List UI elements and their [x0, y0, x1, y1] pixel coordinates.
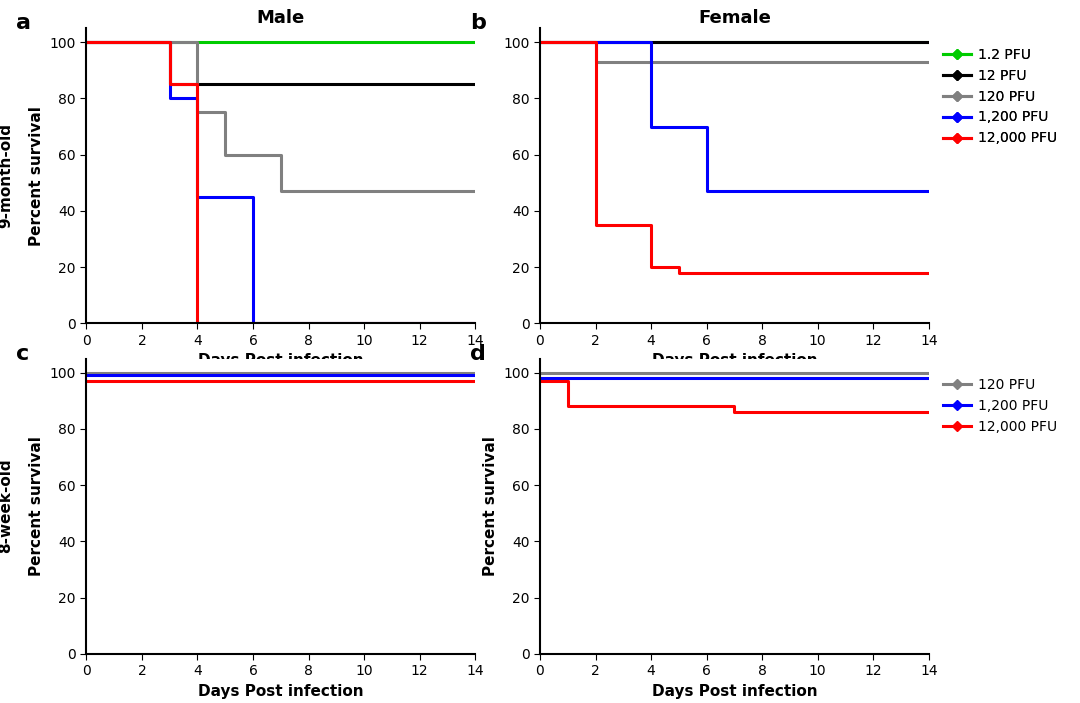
Text: d: d — [470, 344, 486, 363]
Title: Male: Male — [257, 8, 305, 27]
X-axis label: Days Post infection: Days Post infection — [198, 684, 364, 699]
X-axis label: Days Post infection: Days Post infection — [651, 354, 818, 368]
Y-axis label: Percent survival: Percent survival — [29, 437, 44, 576]
Legend: 1.2 PFU, 12 PFU, 120 PFU, 1,200 PFU, 12,000 PFU: 1.2 PFU, 12 PFU, 120 PFU, 1,200 PFU, 12,… — [937, 42, 1063, 151]
Text: 9-month-old: 9-month-old — [0, 123, 13, 228]
X-axis label: Days Post infection: Days Post infection — [651, 684, 818, 699]
Legend: 120 PFU, 1,200 PFU, 12,000 PFU: 120 PFU, 1,200 PFU, 12,000 PFU — [937, 373, 1063, 439]
Y-axis label: Percent survival: Percent survival — [29, 106, 44, 245]
Title: Female: Female — [698, 8, 771, 27]
X-axis label: Days Post infection: Days Post infection — [198, 354, 364, 368]
Text: c: c — [16, 344, 29, 363]
Text: b: b — [470, 13, 486, 33]
Text: a: a — [16, 13, 31, 33]
Y-axis label: Percent survival: Percent survival — [483, 437, 498, 576]
Text: 8-week-old: 8-week-old — [0, 459, 13, 553]
